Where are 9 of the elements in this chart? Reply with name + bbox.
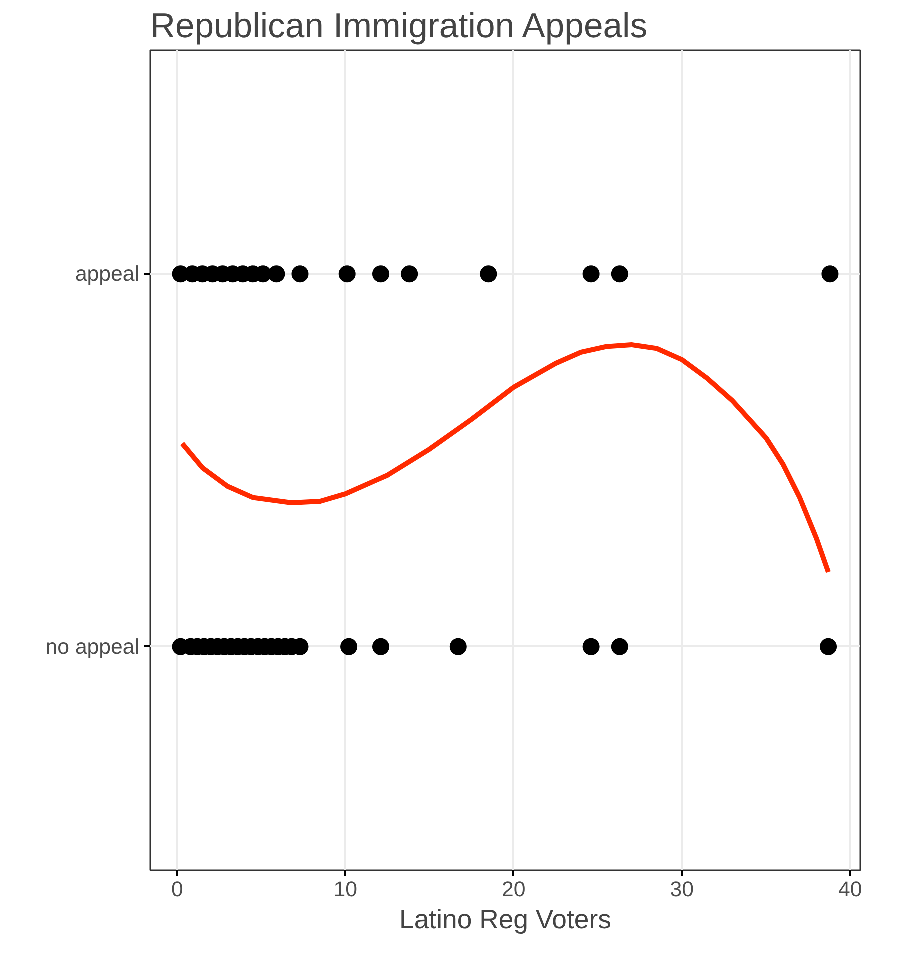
x-tick-label: 30 — [670, 878, 694, 902]
x-tick-label: 40 — [838, 878, 862, 902]
x-tick-label: 20 — [502, 878, 526, 902]
category-label: appeal — [75, 262, 140, 286]
category-label: no appeal — [46, 634, 140, 659]
x-axis-title: Latino Reg Voters — [400, 904, 612, 934]
x-tick-label: 10 — [334, 878, 358, 902]
x-tick-label: 0 — [171, 878, 184, 902]
chart-title: Republican Immigration Appeals — [150, 8, 648, 46]
